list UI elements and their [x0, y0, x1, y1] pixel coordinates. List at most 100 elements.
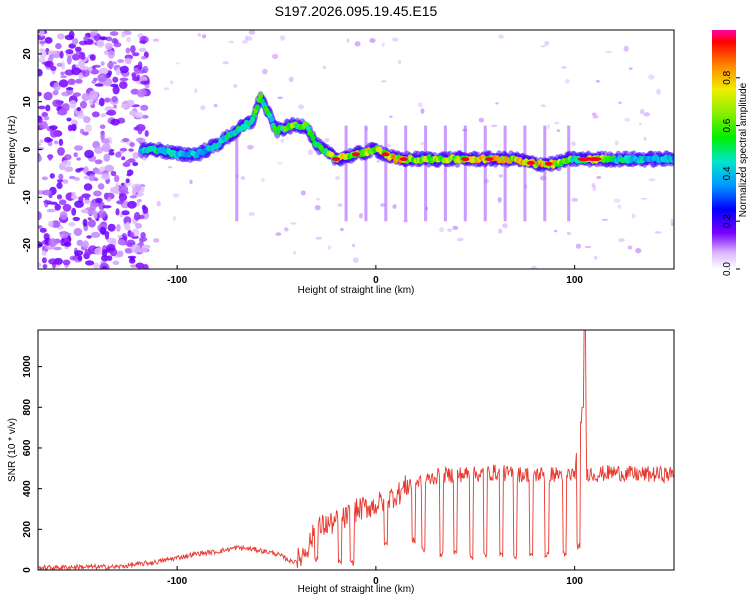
noise-blob	[63, 241, 72, 247]
noise-blob	[233, 84, 238, 88]
noise-blob	[45, 104, 51, 112]
y-tick-label: -20	[22, 237, 33, 252]
noise-blob	[66, 55, 72, 65]
noise-streak	[364, 125, 368, 222]
noise-blob	[125, 159, 131, 165]
noise-blob	[398, 60, 402, 65]
noise-blob	[38, 91, 42, 97]
noise-blob	[670, 222, 674, 227]
noise-blob	[39, 30, 45, 37]
ridge-peak	[381, 152, 390, 157]
noise-blob	[80, 100, 87, 109]
noise-blob	[93, 77, 98, 82]
noise-blob	[117, 239, 126, 245]
noise-blob	[540, 45, 546, 48]
noise-blob	[197, 33, 202, 37]
noise-blob	[82, 218, 88, 227]
noise-blob	[141, 244, 149, 253]
snr-frame	[37, 329, 675, 571]
noise-blob	[554, 229, 558, 233]
x-tick-label: 0	[373, 275, 379, 286]
spectrogram-x-label: Height of straight line (km)	[298, 285, 415, 296]
noise-blob	[124, 57, 132, 65]
noise-blob	[76, 107, 82, 112]
noise-blob	[57, 33, 65, 40]
noise-blob	[386, 143, 392, 148]
noise-streak	[463, 125, 467, 222]
noise-blob	[39, 49, 47, 59]
noise-blob	[119, 65, 129, 74]
x-tick-label: 100	[566, 576, 583, 587]
noise-blob	[126, 173, 132, 177]
noise-blob	[314, 205, 321, 211]
noise-blob	[101, 138, 110, 144]
y-tick-label: 1000	[22, 355, 33, 378]
noise-blob	[99, 226, 107, 235]
noise-blob	[58, 138, 64, 146]
noise-blob	[94, 83, 104, 87]
noise-blob	[48, 220, 54, 228]
noise-blob	[118, 193, 128, 202]
noise-blob	[39, 40, 46, 45]
y-tick-label: 10	[22, 96, 33, 108]
noise-blob	[561, 66, 567, 69]
noise-blob	[104, 78, 113, 87]
spectrogram-x-ticks: -100 0 100	[167, 265, 583, 286]
noise-blob	[126, 36, 131, 43]
colorbar-tick-label: 0.4	[722, 166, 733, 180]
snr-series	[38, 330, 674, 570]
noise-blob	[132, 152, 140, 159]
noise-blob	[73, 228, 83, 236]
noise-blob	[601, 218, 609, 221]
noise-blob	[59, 50, 64, 59]
noise-blob	[380, 203, 386, 207]
noise-blob	[82, 240, 89, 249]
noise-blob	[571, 141, 576, 147]
noise-blob	[623, 45, 629, 52]
noise-blob	[417, 102, 423, 108]
noise-blob	[656, 88, 661, 95]
noise-blob	[93, 177, 99, 182]
noise-blob	[127, 200, 137, 209]
noise-blob	[71, 207, 77, 216]
noise-blob	[110, 170, 117, 177]
noise-blob	[134, 185, 142, 192]
noise-blob	[115, 67, 121, 76]
noise-blob	[60, 61, 66, 70]
noise-blob	[262, 68, 268, 75]
figure-title: S197.2026.095.19.45.E15	[275, 3, 438, 19]
noise-blob	[48, 258, 58, 265]
noise-streak	[404, 125, 408, 222]
noise-blob	[46, 208, 57, 213]
noise-blob	[202, 34, 206, 39]
noise-blob	[137, 88, 148, 96]
noise-blob	[61, 160, 72, 167]
noise-blob	[130, 244, 141, 254]
noise-blob	[595, 80, 600, 83]
noise-blob	[119, 81, 128, 89]
noise-blob	[59, 211, 68, 220]
noise-blob	[540, 104, 546, 107]
noise-blob	[72, 216, 81, 222]
noise-blob	[108, 151, 115, 156]
noise-blob	[228, 40, 234, 44]
noise-blob	[130, 88, 140, 95]
noise-streak	[543, 125, 547, 222]
noise-blob	[614, 140, 619, 146]
noise-blob	[104, 164, 115, 173]
noise-blob	[647, 74, 655, 80]
noise-blob	[498, 34, 504, 39]
noise-blob	[95, 197, 103, 204]
noise-blob	[420, 108, 425, 114]
noise-blob	[277, 162, 283, 165]
noise-blob	[116, 224, 121, 232]
noise-blob	[591, 112, 597, 116]
noise-blob	[113, 42, 122, 48]
noise-blob	[71, 64, 77, 72]
noise-blob	[38, 57, 46, 63]
noise-blob	[564, 78, 570, 84]
snr-x-label: Height of straight line (km)	[298, 584, 415, 595]
noise-blob	[247, 144, 254, 150]
noise-blob	[280, 138, 285, 144]
noise-blob	[337, 203, 343, 208]
